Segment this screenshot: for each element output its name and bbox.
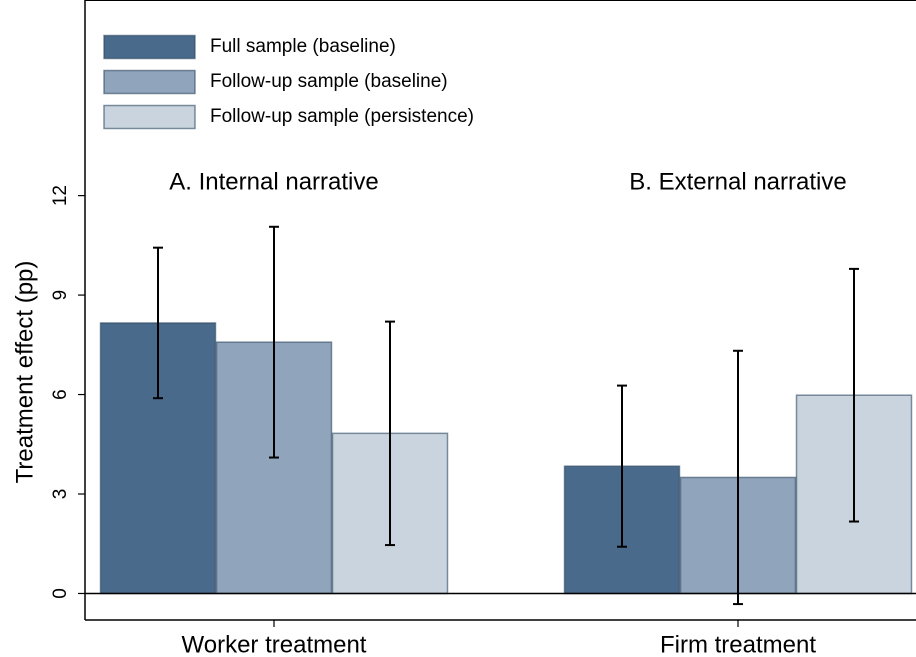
- x-tick-label: Firm treatment: [660, 631, 816, 657]
- panel-annotation: B. External narrative: [629, 168, 846, 195]
- legend-swatch: [103, 104, 196, 130]
- panel-annotation: A. Internal narrative: [169, 168, 378, 195]
- error-bar: [385, 320, 395, 547]
- y-tick-label: 6: [50, 389, 71, 400]
- error-bar: [617, 384, 627, 548]
- legend-label: Full sample (baseline): [210, 36, 396, 57]
- y-tick-label: 3: [50, 489, 71, 500]
- y-tick-label: 0: [50, 588, 71, 599]
- x-tick-label: Worker treatment: [182, 631, 367, 657]
- error-bar: [733, 349, 743, 606]
- error-bar: [849, 267, 859, 523]
- error-bar: [153, 246, 163, 400]
- legend-label: Follow-up sample (persistence): [210, 106, 474, 127]
- error-bar: [269, 225, 279, 459]
- legend-label: Follow-up sample (baseline): [210, 71, 448, 92]
- y-tick-label: 12: [50, 185, 71, 206]
- legend-swatch: [103, 34, 196, 60]
- y-tick-label: 9: [50, 290, 71, 301]
- legend-swatch: [103, 69, 196, 95]
- y-axis-label: Treatment effect (pp): [11, 261, 38, 484]
